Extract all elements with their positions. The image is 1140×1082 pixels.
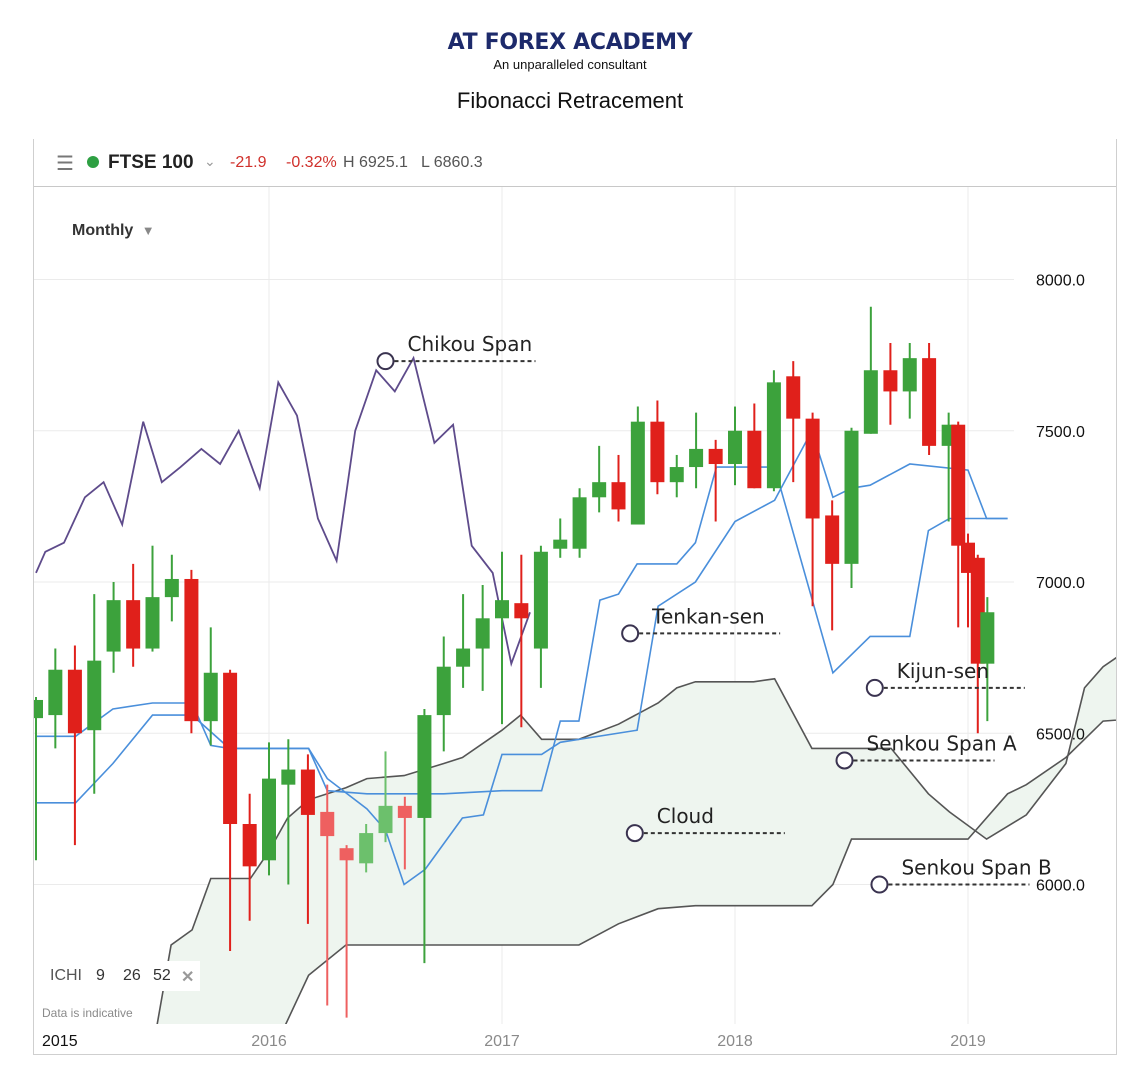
caret-down-icon: ▼ bbox=[141, 223, 155, 238]
y-tick-label: 6000.0 bbox=[1036, 878, 1085, 895]
candle-body bbox=[922, 358, 937, 446]
candle-body bbox=[262, 778, 276, 861]
annotation-label: Tenkan-sen bbox=[651, 604, 765, 628]
candle-body bbox=[397, 805, 412, 818]
y-tick-label: 7500.0 bbox=[1036, 424, 1085, 441]
session-high: H 6925.1 bbox=[343, 154, 408, 171]
page-title: Fibonacci Retracement bbox=[456, 88, 684, 113]
annotation-label: Kijun-sen bbox=[897, 659, 989, 683]
candle-body bbox=[184, 578, 199, 722]
candle-body bbox=[164, 578, 179, 598]
candle-body bbox=[951, 424, 966, 546]
candle-body bbox=[980, 612, 995, 664]
candle-body bbox=[436, 666, 451, 716]
candle-body bbox=[805, 418, 820, 519]
hamburger-icon[interactable]: ☰ bbox=[56, 153, 74, 175]
candle-body bbox=[572, 497, 587, 549]
candle-body bbox=[223, 672, 238, 824]
candle-body bbox=[106, 600, 121, 652]
close-icon[interactable]: ✕ bbox=[181, 969, 195, 986]
candle-body bbox=[378, 805, 393, 834]
candle-body bbox=[87, 660, 102, 731]
annotation-marker bbox=[621, 624, 640, 643]
brand-title: AT FOREX ACADEMY bbox=[447, 30, 693, 55]
candle-body bbox=[417, 715, 432, 818]
x-tick-label: 2019 bbox=[950, 1033, 986, 1050]
candle-body bbox=[533, 551, 548, 649]
market-status-dot bbox=[87, 156, 99, 168]
y-tick-label: 7000.0 bbox=[1036, 575, 1085, 592]
candle-body bbox=[689, 448, 704, 468]
candle-body bbox=[495, 600, 509, 619]
x-tick-label: 2018 bbox=[717, 1033, 753, 1050]
annotation-label: Senkou Span B bbox=[901, 856, 1051, 880]
candle-body bbox=[339, 848, 354, 861]
period-selector[interactable]: Monthly ▼ bbox=[72, 222, 155, 240]
candle-body bbox=[611, 482, 626, 510]
candle-body bbox=[67, 669, 82, 734]
candle-body bbox=[203, 672, 218, 722]
annotation-marker bbox=[870, 875, 889, 894]
candle-body bbox=[320, 811, 335, 837]
annotation-label: Cloud bbox=[657, 804, 714, 828]
chikou-span-line bbox=[35, 355, 531, 667]
indicator-param-1: 9 bbox=[96, 967, 105, 984]
candle-body bbox=[728, 430, 742, 465]
y-tick-label: 6500.0 bbox=[1036, 726, 1085, 743]
period-label: Monthly bbox=[72, 222, 134, 239]
price-change: -21.9 bbox=[230, 154, 267, 171]
brand-tagline: An unparalleled consultant bbox=[493, 57, 647, 72]
candle-body bbox=[592, 482, 607, 498]
indicator-legend: ICHI 9 26 52 ✕ bbox=[42, 961, 200, 991]
candle-body bbox=[669, 467, 684, 483]
x-tick-label: 2017 bbox=[484, 1033, 520, 1050]
candle-body bbox=[630, 421, 645, 525]
x-tick-label: 2015 bbox=[42, 1033, 78, 1050]
candle-body bbox=[475, 618, 490, 649]
candle-body bbox=[514, 603, 529, 619]
chart-panel: 6000.0 6500.0 7000.0 7500.0 8000.0 2015 2016 20… bbox=[33, 139, 1117, 1055]
annotation-label: Senkou Span A bbox=[867, 731, 1017, 755]
annotation-marker bbox=[835, 751, 854, 770]
candle-body bbox=[553, 539, 568, 549]
senkou-span-b-line bbox=[284, 719, 1116, 1024]
candle-body bbox=[883, 370, 898, 392]
indicator-param-3: 52 bbox=[153, 967, 171, 984]
cloud-area bbox=[157, 657, 1116, 1024]
annotation-marker bbox=[376, 352, 395, 371]
price-change-percent: -0.32% bbox=[286, 154, 337, 171]
candle-body bbox=[126, 600, 141, 649]
candle-body bbox=[359, 833, 374, 864]
y-tick-label: 8000.0 bbox=[1036, 273, 1085, 290]
candle-body bbox=[708, 448, 723, 465]
candle-body bbox=[242, 824, 257, 867]
candle-body bbox=[650, 421, 665, 483]
candle-body bbox=[747, 430, 762, 489]
candle-body bbox=[456, 648, 471, 667]
candle-body bbox=[902, 358, 917, 392]
candle-body bbox=[281, 769, 296, 785]
candle-body bbox=[34, 699, 43, 719]
candle-body bbox=[844, 430, 859, 564]
candle-body bbox=[766, 382, 781, 489]
annotation-marker bbox=[625, 824, 644, 843]
annotation-label: Chikou Span bbox=[408, 332, 533, 356]
candle-body bbox=[786, 376, 801, 419]
ichimoku-chart[interactable]: 6000.0 6500.0 7000.0 7500.0 8000.0 2015 2016 20… bbox=[34, 139, 1116, 1054]
session-low: L 6860.3 bbox=[421, 154, 483, 171]
candle-body bbox=[825, 515, 840, 564]
kijun-sen-line bbox=[36, 466, 1008, 804]
chevron-down-icon[interactable]: ⌄ bbox=[204, 153, 216, 169]
indicator-name: ICHI bbox=[50, 967, 82, 984]
candle-body bbox=[863, 370, 878, 434]
annotation-marker bbox=[865, 678, 884, 697]
candle-body bbox=[48, 669, 63, 716]
candle-body bbox=[300, 769, 315, 815]
x-tick-label: 2016 bbox=[251, 1033, 287, 1050]
chart-toolbar: ☰ FTSE 100 ⌄ -21.9 -0.32% H 6925.1 L 686… bbox=[34, 139, 1116, 187]
symbol-name[interactable]: FTSE 100 bbox=[108, 152, 194, 173]
data-disclaimer: Data is indicative bbox=[42, 1006, 133, 1020]
candle-body bbox=[145, 597, 160, 649]
indicator-param-2: 26 bbox=[123, 967, 141, 984]
